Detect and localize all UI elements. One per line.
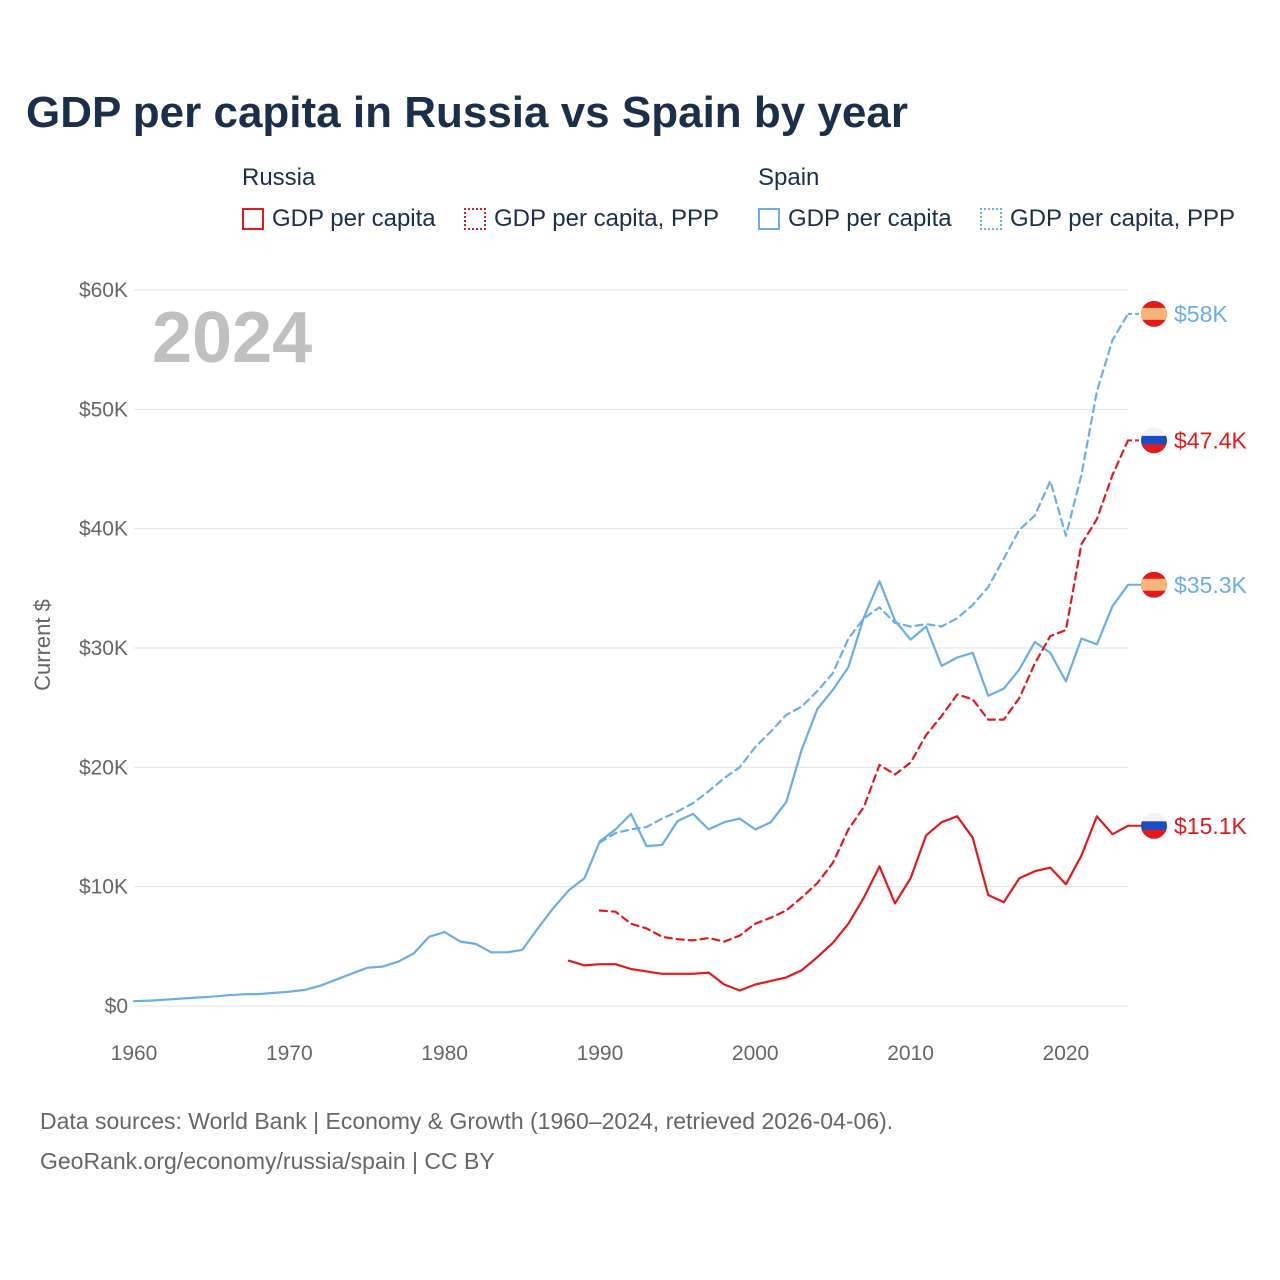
end-value-label: $15.1K [1174,813,1248,839]
legend-swatch-dotted [464,208,486,230]
x-tick-label: 2010 [887,1042,934,1065]
x-tick-label: 1980 [421,1042,468,1065]
series-line-spain-gdp-per-capita-ppp [598,312,1130,844]
series-line-russia-gdp-per-capita-ppp [598,439,1130,943]
legend-item-russia-gdp-ppp[interactable]: GDP per capita, PPP [464,204,719,234]
year-watermark: 2024 [152,298,312,378]
footer-credit: GeoRank.org/economy/russia/spain | CC BY [40,1148,495,1174]
y-tick-label: $50K [79,398,128,421]
russia-flag-icon [1141,812,1167,839]
russia-flag-icon [1141,427,1167,454]
x-tick-label: 2020 [1043,1042,1090,1065]
series-line-spain-gdp-per-capita [132,580,1130,1003]
legend-group-spain: Spain [758,164,820,191]
footer-source: Data sources: World Bank | Economy & Gro… [40,1108,894,1134]
legend-group-russia: Russia [242,164,316,191]
flag-stripe [1141,812,1167,822]
flag-stripe [1141,578,1167,591]
legend-label: GDP per capita [272,205,436,232]
spain-flag-icon [1141,571,1167,598]
x-tick-label: 1970 [266,1042,313,1065]
legend-label: GDP per capita, PPP [494,205,719,232]
legend-swatch-solid [242,208,264,230]
legend-swatch-dotted [980,208,1002,230]
legend-item-russia-gdp[interactable]: GDP per capita [242,204,436,234]
legend-swatch-solid [758,208,780,230]
legend-item-spain-gdp[interactable]: GDP per capita [758,204,952,234]
x-tick-label: 1990 [577,1042,624,1065]
y-tick-label: $60K [79,279,128,302]
flag-stripe [1141,829,1167,839]
legend-item-spain-gdp-ppp[interactable]: GDP per capita, PPP [980,204,1235,234]
flag-stripe [1141,427,1167,437]
line-chart: $0 $10K $20K $30K $40K $50K $60K 1960 1970 1980 19… [30,279,1248,1065]
y-axis-label: Current $ [30,599,55,691]
x-tick-label: 1960 [111,1042,158,1065]
end-value-label: $35.3K [1174,572,1248,598]
y-tick-label: $40K [79,518,128,541]
y-tick-label: $10K [79,876,128,899]
y-tick-label: $30K [79,637,128,660]
flag-stripe [1141,435,1167,445]
x-tick-label: 2000 [732,1042,779,1065]
flag-stripe [1141,821,1167,831]
y-tick-label: $20K [79,756,128,779]
chart-title: GDP per capita in Russia vs Spain by yea… [26,88,908,137]
flag-stripe [1141,307,1167,320]
series-line-russia-gdp-per-capita [567,815,1130,992]
legend-label: GDP per capita, PPP [1010,205,1235,232]
legend-label: GDP per capita [788,205,952,232]
end-value-label: $58K [1174,301,1228,327]
y-tick-label: $0 [105,995,128,1018]
flag-stripe [1141,444,1167,454]
spain-flag-icon [1141,300,1167,327]
end-value-label: $47.4K [1174,427,1248,453]
